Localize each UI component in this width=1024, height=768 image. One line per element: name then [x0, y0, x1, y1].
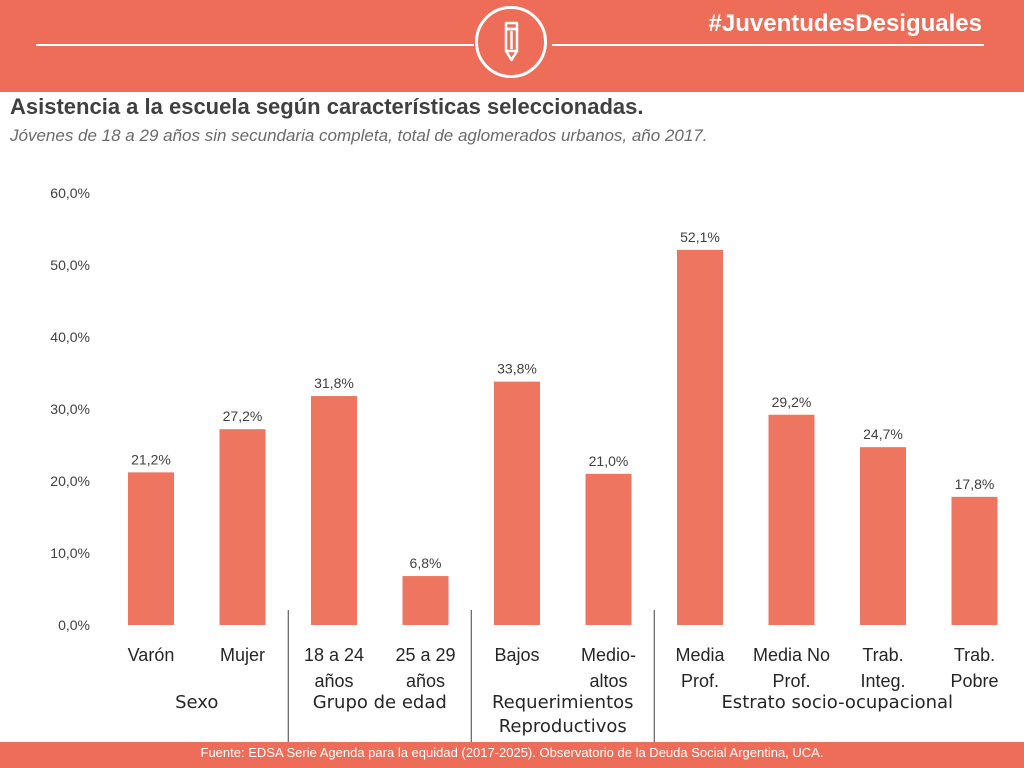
bar	[677, 249, 723, 625]
data-label: 21,2%	[131, 451, 171, 467]
bar	[860, 447, 906, 625]
bar	[311, 396, 357, 625]
header-banner: #JuventudesDesiguales	[0, 0, 1024, 92]
data-label: 29,2%	[772, 394, 812, 410]
hashtag-label: #JuventudesDesiguales	[708, 10, 982, 37]
bar	[219, 429, 266, 625]
bar	[402, 576, 449, 625]
header-divider-left	[36, 44, 474, 46]
x-tick-label: Medio-	[581, 645, 636, 665]
x-tick-label: Integ.	[860, 671, 905, 691]
group-label: Sexo	[175, 692, 218, 713]
data-label: 24,7%	[863, 426, 903, 442]
x-tick-label: Varón	[128, 645, 175, 665]
y-tick-label: 10,0%	[50, 545, 90, 561]
x-tick-label: años	[406, 671, 445, 691]
x-tick-label: Trab.	[862, 645, 903, 665]
y-tick-label: 60,0%	[50, 185, 90, 201]
bar	[951, 496, 998, 625]
x-tick-label: Prof.	[772, 671, 810, 691]
y-tick-label: 30,0%	[50, 401, 90, 417]
bar	[128, 472, 174, 625]
data-label: 31,8%	[314, 375, 354, 391]
data-label: 33,8%	[497, 361, 537, 377]
x-tick-label: Media	[675, 645, 725, 665]
pencil-icon	[475, 6, 547, 78]
group-label: Reproductivos	[499, 716, 627, 737]
x-tick-label: Media No	[753, 645, 830, 665]
x-tick-label: 25 a 29	[395, 645, 455, 665]
group-label: Estrato socio-ocupacional	[721, 692, 953, 713]
group-label: Requerimientos	[492, 692, 634, 713]
x-tick-label: Bajos	[494, 645, 539, 665]
data-label: 52,1%	[680, 229, 720, 245]
bar	[768, 414, 815, 625]
bar-chart: 0,0% 10,0% 20,0% 30,0% 40,0% 50,0% 60,0% 21,2% V…	[50, 185, 999, 742]
data-label: 21,0%	[589, 453, 629, 469]
x-tick-label: Mujer	[220, 645, 265, 665]
data-label: 27,2%	[223, 408, 263, 424]
data-label: 6,8%	[410, 555, 442, 571]
y-tick-label: 0,0%	[58, 617, 90, 633]
x-tick-label: Pobre	[950, 671, 998, 691]
x-tick-label: años	[314, 671, 353, 691]
x-tick-label: Prof.	[681, 671, 719, 691]
bar	[494, 381, 540, 625]
source-footer: Fuente: EDSA Serie Agenda para la equida…	[0, 742, 1024, 768]
chart-subtitle: Jóvenes de 18 a 29 años sin secundaria c…	[10, 126, 708, 145]
chart-title: Asistencia a la escuela según caracterís…	[10, 94, 644, 119]
bar	[585, 473, 632, 625]
y-tick-label: 20,0%	[50, 473, 90, 489]
y-tick-label: 40,0%	[50, 329, 90, 345]
group-label: Grupo de edad	[313, 692, 447, 713]
header-divider-right	[552, 44, 984, 46]
x-tick-label: Trab.	[954, 645, 995, 665]
y-tick-label: 50,0%	[50, 257, 90, 273]
x-tick-label: altos	[589, 671, 627, 691]
x-tick-label: 18 a 24	[304, 645, 364, 665]
data-label: 17,8%	[955, 476, 995, 492]
